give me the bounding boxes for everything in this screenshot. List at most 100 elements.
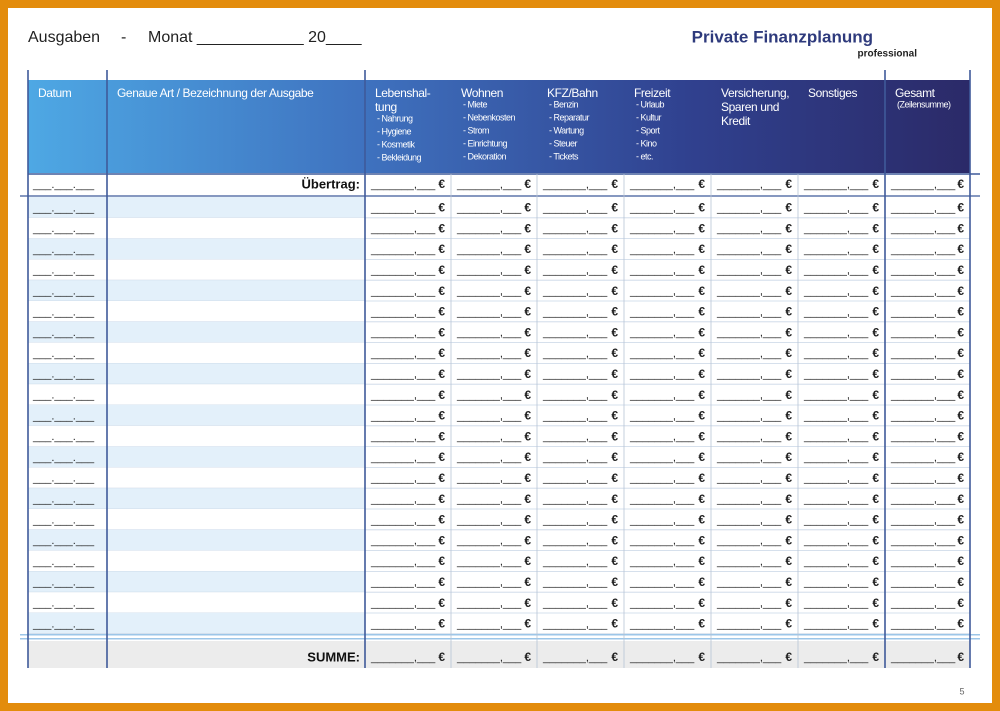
currency: € — [611, 305, 618, 319]
currency: € — [698, 177, 705, 191]
amount-blank: _______,___ — [629, 244, 695, 256]
amount-blank: _______,___ — [890, 223, 956, 235]
currency: € — [611, 221, 618, 235]
amount-blank: _______,___ — [542, 369, 608, 381]
date-blank: ___.___.___ — [32, 369, 95, 381]
currency: € — [438, 305, 445, 319]
amount-blank: _______,___ — [803, 327, 869, 339]
currency: € — [524, 575, 531, 589]
currency: € — [438, 471, 445, 485]
column-header: Wohnen — [461, 86, 503, 100]
currency: € — [872, 492, 879, 506]
date-blank: ___.___.___ — [32, 327, 95, 339]
amount-blank: _______,___ — [456, 244, 522, 256]
carry-amount: _______,___ — [370, 179, 436, 191]
currency: € — [438, 450, 445, 464]
currency: € — [698, 201, 705, 215]
currency: € — [611, 575, 618, 589]
amount-blank: _______,___ — [890, 327, 956, 339]
column-header: Lebenshal- — [375, 86, 431, 100]
amount-blank: _______,___ — [370, 473, 436, 485]
amount-blank: _______,___ — [542, 286, 608, 298]
amount-blank: _______,___ — [890, 244, 956, 256]
amount-blank: _______,___ — [456, 410, 522, 422]
currency: € — [872, 242, 879, 256]
amount-blank: _______,___ — [629, 223, 695, 235]
currency: € — [785, 617, 792, 631]
amount-blank: _______,___ — [803, 473, 869, 485]
currency: € — [524, 450, 531, 464]
amount-blank: _______,___ — [370, 410, 436, 422]
amount-blank: _______,___ — [456, 369, 522, 381]
row-bg — [28, 363, 365, 385]
amount-blank: _______,___ — [370, 327, 436, 339]
date-blank: ___.___.___ — [32, 410, 95, 422]
currency: € — [872, 263, 879, 277]
amount-blank: _______,___ — [370, 390, 436, 402]
amount-blank: _______,___ — [629, 598, 695, 610]
date-blank: ___.___.___ — [32, 452, 95, 464]
amount-blank: _______,___ — [456, 535, 522, 547]
row-bg — [28, 571, 365, 593]
currency: € — [785, 284, 792, 298]
currency: € — [698, 533, 705, 547]
currency: € — [785, 492, 792, 506]
currency: € — [524, 554, 531, 568]
currency: € — [872, 450, 879, 464]
amount-blank: _______,___ — [803, 369, 869, 381]
column-subitem: - Strom — [463, 125, 489, 135]
currency: € — [957, 429, 964, 443]
currency: € — [611, 242, 618, 256]
currency: € — [698, 471, 705, 485]
currency: € — [524, 617, 531, 631]
carry-amount: _______,___ — [456, 179, 522, 191]
amount-blank: _______,___ — [890, 598, 956, 610]
column-subitem: (Zeilensumme) — [897, 99, 951, 109]
currency: € — [785, 263, 792, 277]
amount-blank: _______,___ — [629, 535, 695, 547]
amount-blank: _______,___ — [456, 265, 522, 277]
currency: € — [611, 388, 618, 402]
currency: € — [785, 242, 792, 256]
amount-blank: _______,___ — [890, 202, 956, 214]
amount-blank: _______,___ — [456, 327, 522, 339]
currency: € — [957, 263, 964, 277]
date-blank: ___.___.___ — [32, 390, 95, 402]
row-bg — [28, 509, 365, 530]
currency: € — [957, 409, 964, 423]
currency: € — [611, 617, 618, 631]
column-subitem: - Nebenkosten — [463, 112, 516, 122]
currency: € — [957, 554, 964, 568]
amount-blank: _______,___ — [542, 577, 608, 589]
sum-amount: _______,___ — [370, 652, 436, 664]
row-bg — [28, 467, 365, 489]
currency: € — [872, 221, 879, 235]
date-blank: ___.___.___ — [32, 244, 95, 256]
amount-blank: _______,___ — [629, 202, 695, 214]
currency: € — [957, 492, 964, 506]
row-bg — [28, 238, 365, 260]
amount-blank: _______,___ — [629, 514, 695, 526]
currency: € — [438, 596, 445, 610]
amount-blank: _______,___ — [803, 535, 869, 547]
currency: € — [698, 242, 705, 256]
date-blank: ___.___.___ — [32, 598, 95, 610]
date-blank: ___.___.___ — [32, 473, 95, 485]
row-bg — [28, 550, 365, 572]
row-bg — [28, 259, 365, 281]
amount-blank: _______,___ — [629, 390, 695, 402]
currency: € — [872, 346, 879, 360]
currency: € — [872, 429, 879, 443]
amount-blank: _______,___ — [370, 431, 436, 443]
sum-amount: _______,___ — [890, 652, 956, 664]
currency: € — [438, 263, 445, 277]
currency: € — [524, 533, 531, 547]
column-subitem: - Tickets — [549, 151, 579, 161]
currency: € — [524, 263, 531, 277]
currency: € — [785, 305, 792, 319]
amount-blank: _______,___ — [370, 535, 436, 547]
amount-blank: _______,___ — [716, 535, 782, 547]
currency: € — [611, 429, 618, 443]
date-blank: ___.___.___ — [32, 577, 95, 589]
amount-blank: _______,___ — [456, 577, 522, 589]
